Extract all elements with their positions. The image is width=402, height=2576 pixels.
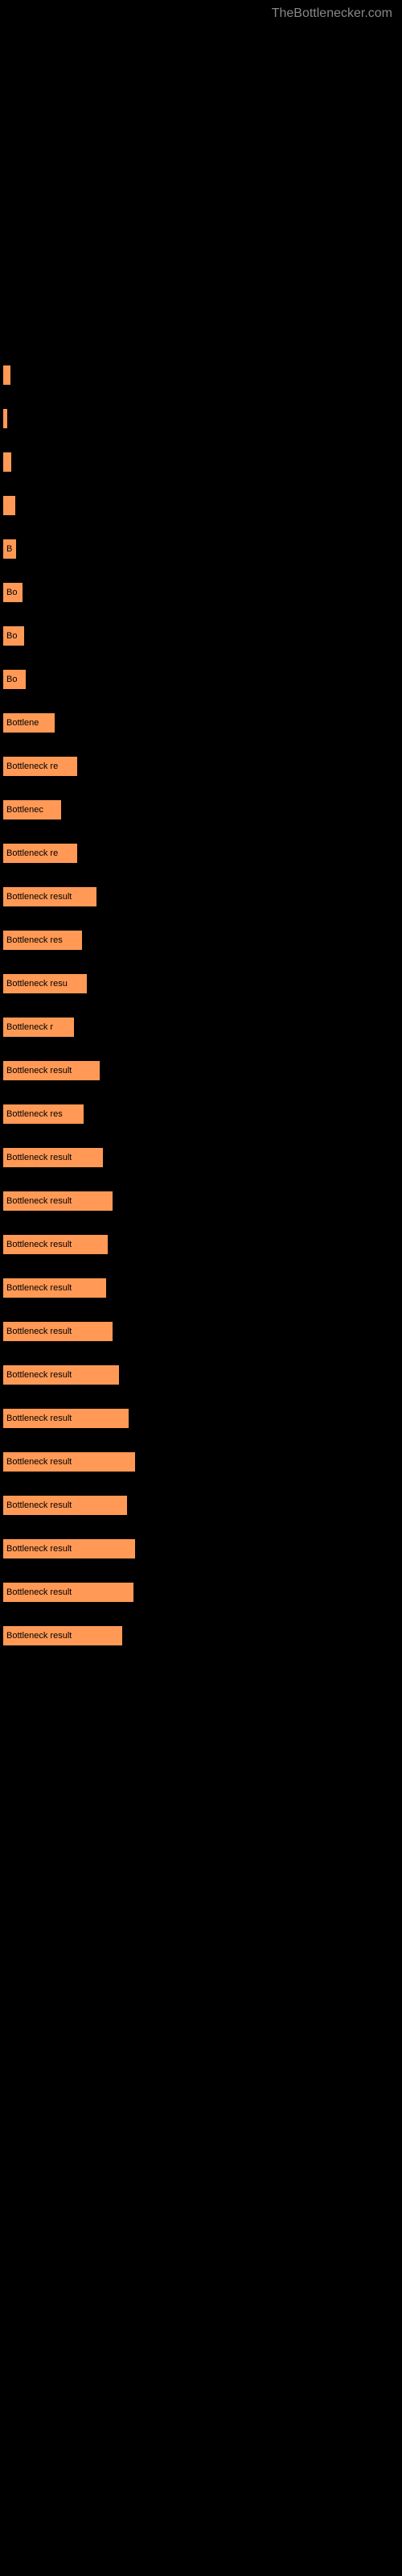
chart-bar: [3, 452, 11, 472]
bar-row: [3, 496, 399, 515]
bar-row: Bottleneck result: [3, 1278, 399, 1298]
chart-bar: Bo: [3, 626, 24, 646]
bar-row: Bottleneck result: [3, 1148, 399, 1167]
bar-label: Bottleneck res: [6, 1109, 63, 1119]
bar-row: Bottleneck r: [3, 1018, 399, 1037]
chart-bar: Bottleneck res: [3, 1104, 84, 1124]
chart-bar: Bottleneck res: [3, 931, 82, 950]
bar-row: Bottleneck re: [3, 757, 399, 776]
bar-label: Bottleneck result: [6, 1240, 72, 1249]
bar-label: Bottleneck result: [6, 1501, 72, 1510]
bar-row: Bottlenec: [3, 800, 399, 819]
bar-row: Bottleneck result: [3, 1061, 399, 1080]
chart-bar: Bottleneck result: [3, 887, 96, 906]
bar-row: Bo: [3, 626, 399, 646]
bar-row: [3, 409, 399, 428]
chart-bar: Bottleneck resu: [3, 974, 87, 993]
chart-bar: Bottlene: [3, 713, 55, 733]
bar-label: Bottleneck r: [6, 1022, 53, 1032]
site-header: TheBottlenecker.com: [0, 0, 402, 27]
bar-label: Bottleneck result: [6, 1283, 72, 1293]
chart-bar: Bottleneck result: [3, 1148, 103, 1167]
bar-row: B: [3, 539, 399, 559]
top-spacer: [0, 27, 402, 365]
chart-bar: Bottleneck result: [3, 1061, 100, 1080]
bar-row: Bottleneck result: [3, 1626, 399, 1645]
chart-bar: Bottleneck result: [3, 1496, 127, 1515]
chart-bar: Bottleneck result: [3, 1322, 113, 1341]
chart-bar: B: [3, 539, 16, 559]
bar-row: Bottleneck res: [3, 931, 399, 950]
bar-label: Bottleneck re: [6, 762, 58, 771]
bar-row: Bottleneck result: [3, 1539, 399, 1558]
bar-label: Bottleneck re: [6, 848, 58, 858]
chart-bar: Bottleneck result: [3, 1235, 108, 1254]
bar-row: Bottleneck resu: [3, 974, 399, 993]
bar-label: B: [6, 544, 12, 554]
bar-label: Bottleneck result: [6, 1414, 72, 1423]
bar-row: Bo: [3, 670, 399, 689]
chart-bar: Bottlenec: [3, 800, 61, 819]
chart-bar: Bottleneck result: [3, 1626, 122, 1645]
chart-bar: [3, 496, 15, 515]
bar-row: [3, 365, 399, 385]
chart-bar: Bottleneck r: [3, 1018, 74, 1037]
chart-bar: Bottleneck result: [3, 1191, 113, 1211]
bar-label: Bo: [6, 631, 17, 641]
bar-row: Bo: [3, 583, 399, 602]
bar-row: Bottleneck result: [3, 1409, 399, 1428]
bar-label: Bottleneck result: [6, 1153, 72, 1162]
bar-row: Bottleneck re: [3, 844, 399, 863]
bar-label: Bottleneck result: [6, 1196, 72, 1206]
bar-chart: B Bo Bo Bo Bottlene Bottleneck re Bottlenec Bot…: [0, 365, 402, 1645]
chart-bar: Bo: [3, 583, 23, 602]
bar-label: Bottleneck result: [6, 1587, 72, 1597]
bar-row: Bottleneck result: [3, 1191, 399, 1211]
bar-row: Bottleneck result: [3, 1235, 399, 1254]
chart-bar: Bottleneck result: [3, 1539, 135, 1558]
bar-row: Bottleneck result: [3, 1583, 399, 1602]
bar-label: Bottlene: [6, 718, 39, 728]
bar-label: Bottleneck result: [6, 1544, 72, 1554]
bar-row: [3, 452, 399, 472]
chart-bar: Bottleneck re: [3, 757, 77, 776]
bar-label: Bottleneck result: [6, 1327, 72, 1336]
chart-bar: [3, 365, 10, 385]
chart-bar: Bottleneck re: [3, 844, 77, 863]
chart-bar: Bottleneck result: [3, 1583, 133, 1602]
site-name: TheBottlenecker.com: [272, 6, 392, 20]
chart-bar: Bottleneck result: [3, 1409, 129, 1428]
bar-label: Bottlenec: [6, 805, 43, 815]
chart-bar: Bo: [3, 670, 26, 689]
bar-row: Bottleneck result: [3, 1365, 399, 1385]
bar-row: Bottleneck res: [3, 1104, 399, 1124]
bar-label: Bo: [6, 675, 17, 684]
chart-bar: Bottleneck result: [3, 1452, 135, 1472]
bar-row: Bottleneck result: [3, 1322, 399, 1341]
bar-row: Bottleneck result: [3, 1452, 399, 1472]
bar-label: Bottleneck result: [6, 1457, 72, 1467]
bar-label: Bo: [6, 588, 17, 597]
chart-bar: [3, 409, 7, 428]
chart-bar: Bottleneck result: [3, 1365, 119, 1385]
bar-label: Bottleneck result: [6, 1066, 72, 1075]
bar-row: Bottlene: [3, 713, 399, 733]
bar-label: Bottleneck resu: [6, 979, 68, 989]
chart-bar: Bottleneck result: [3, 1278, 106, 1298]
bar-label: Bottleneck result: [6, 1631, 72, 1641]
bar-row: Bottleneck result: [3, 887, 399, 906]
bar-label: Bottleneck result: [6, 892, 72, 902]
bar-label: Bottleneck result: [6, 1370, 72, 1380]
bar-label: Bottleneck res: [6, 935, 63, 945]
bar-row: Bottleneck result: [3, 1496, 399, 1515]
